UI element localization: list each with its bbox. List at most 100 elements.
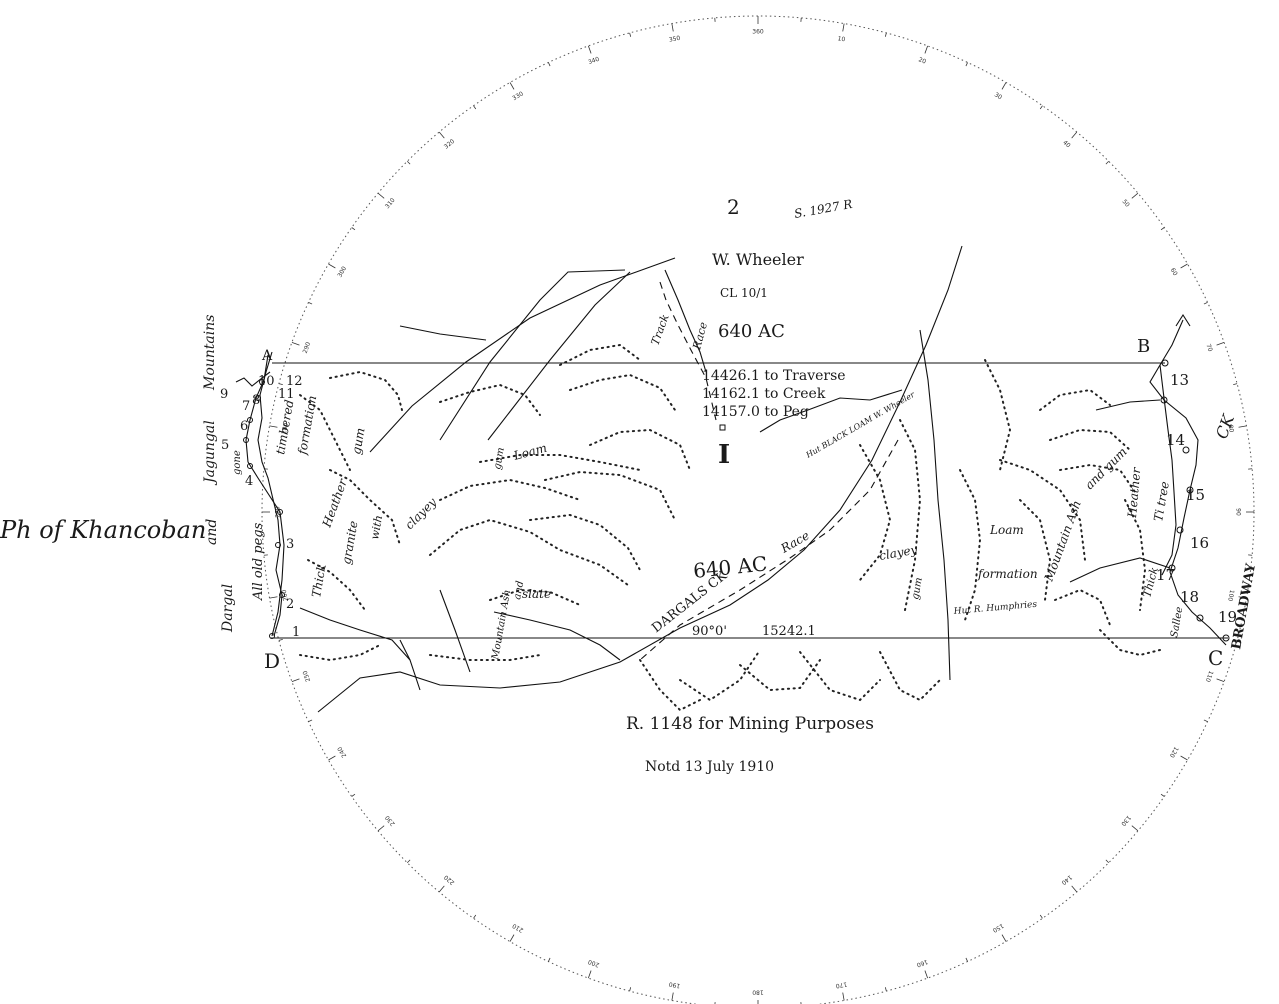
compass-tick	[278, 383, 283, 386]
compass-tick	[1238, 596, 1247, 599]
south-area: 640 AC	[692, 551, 768, 583]
label-race-south: Race	[778, 528, 812, 556]
compass-tick	[884, 32, 887, 37]
compass-label: 180	[752, 989, 764, 996]
peg-number: 3	[286, 537, 294, 552]
compass-tick	[842, 992, 845, 1001]
label-mountain-ash-east: Mountain Ash	[1041, 498, 1084, 583]
compass-tick	[1233, 383, 1238, 386]
eastern-tributary-1	[1095, 399, 1161, 411]
compass-tick	[269, 596, 278, 599]
compass-tick	[377, 192, 385, 199]
compass-tick	[842, 23, 845, 32]
compass-label: 280	[281, 422, 290, 435]
compass-label: 310	[384, 197, 397, 210]
north-short-line	[399, 325, 487, 341]
compass-tick	[587, 970, 592, 979]
label-jagungal: Jagungal	[202, 420, 218, 486]
compass-label: 230	[384, 814, 397, 827]
eastern-arrow	[1175, 313, 1191, 327]
compass-tick	[473, 105, 477, 110]
eastern-creek	[1149, 319, 1227, 646]
compass-tick	[1203, 719, 1208, 722]
label-titree: Ti tree	[1151, 480, 1172, 522]
black-loam-track	[759, 389, 903, 433]
compass-label: 250	[302, 669, 313, 682]
parish-title: Ph of Khancoban	[0, 516, 206, 544]
compass-tick	[1001, 82, 1007, 90]
creek-top-west	[235, 371, 271, 387]
label-mountain-ash: Mountain Ash	[490, 589, 513, 662]
footer-title: R. 1148 for Mining Purposes	[626, 714, 874, 734]
compass-label: 70	[1204, 343, 1213, 353]
compass-label: 200	[587, 958, 600, 969]
south-creek-2	[439, 589, 471, 673]
ridge-lines	[299, 343, 1161, 712]
compass-tick	[1039, 914, 1043, 919]
label-and-gum-east: and gum	[1082, 445, 1129, 492]
compass-label: 110	[1204, 670, 1215, 683]
compass-tick	[671, 992, 674, 1001]
distance: 15242.1	[762, 624, 816, 639]
label-all-old-pegs: All old pegs	[251, 522, 266, 601]
peg-number: 6	[240, 419, 248, 434]
compass-tick	[965, 957, 968, 962]
compass-tick	[965, 62, 968, 67]
portion-cl: CL 10/1	[720, 286, 768, 300]
compass-label: 20	[917, 56, 927, 65]
corner-A: A	[261, 348, 273, 364]
compass-label: 130	[1119, 814, 1132, 827]
traverse-line-3: 14157.0 to Peg	[702, 404, 809, 420]
label-and-west: and	[204, 519, 220, 545]
portion-holder: W. Wheeler	[712, 250, 804, 269]
compass-tick	[1071, 131, 1078, 139]
compass-label: 360	[752, 29, 764, 36]
track	[664, 269, 707, 373]
eastern-tributary-2	[1069, 557, 1171, 583]
compass-tick	[1216, 678, 1225, 683]
label-mountains: Mountains	[202, 315, 218, 391]
compass-tick	[509, 934, 515, 942]
label-hut-humphries: Hut R. Humphries	[952, 600, 1037, 617]
label-granite: granite	[339, 520, 360, 566]
compass-ring: 3601020304050607080901001101201301401501…	[261, 15, 1255, 1004]
compass-label: 240	[336, 745, 348, 759]
peg-number: 19	[1218, 608, 1237, 626]
compass-tick	[278, 638, 283, 641]
traverse-line-1: 14426.1 to Traverse	[702, 368, 846, 384]
label-formation-east: formation	[977, 567, 1038, 581]
compass-tick	[1105, 160, 1110, 165]
compass-tick	[1238, 425, 1247, 428]
race-dashed	[659, 281, 717, 421]
peg-number: 16	[1190, 534, 1209, 552]
compass-tick	[548, 957, 551, 962]
compass-tick	[1233, 638, 1238, 641]
southwest-creek	[399, 639, 421, 691]
compass-tick	[406, 859, 411, 864]
portion-record: S. 1927 R	[793, 197, 853, 221]
compass-tick	[509, 82, 515, 90]
peg-number: 11	[278, 387, 295, 402]
compass-tick	[587, 45, 592, 54]
label-loam-east: Loam	[989, 523, 1024, 537]
dargals-creek	[317, 245, 963, 713]
sw-creek-end	[299, 607, 411, 661]
label-race-north: Race	[690, 320, 710, 352]
compass-tick	[291, 678, 300, 683]
label-track: Track	[649, 312, 672, 347]
compass-tick	[1180, 263, 1188, 269]
compass-label: 170	[835, 980, 848, 989]
footer-notified: Notd 13 July 1910	[645, 759, 774, 775]
compass-circle	[261, 15, 1255, 1004]
peg-number: 4	[245, 474, 253, 489]
compass-tick	[438, 885, 445, 893]
peg-number: 14	[1166, 431, 1185, 449]
compass-label: 330	[511, 90, 525, 102]
label-formation: formation	[295, 394, 319, 456]
compass-tick	[351, 793, 356, 797]
compass-tick	[1160, 227, 1165, 231]
label-clayey-east: clayey	[878, 542, 918, 562]
compass-tick	[924, 45, 929, 54]
compass-tick	[1131, 192, 1139, 199]
label-and-central: and	[512, 580, 526, 600]
